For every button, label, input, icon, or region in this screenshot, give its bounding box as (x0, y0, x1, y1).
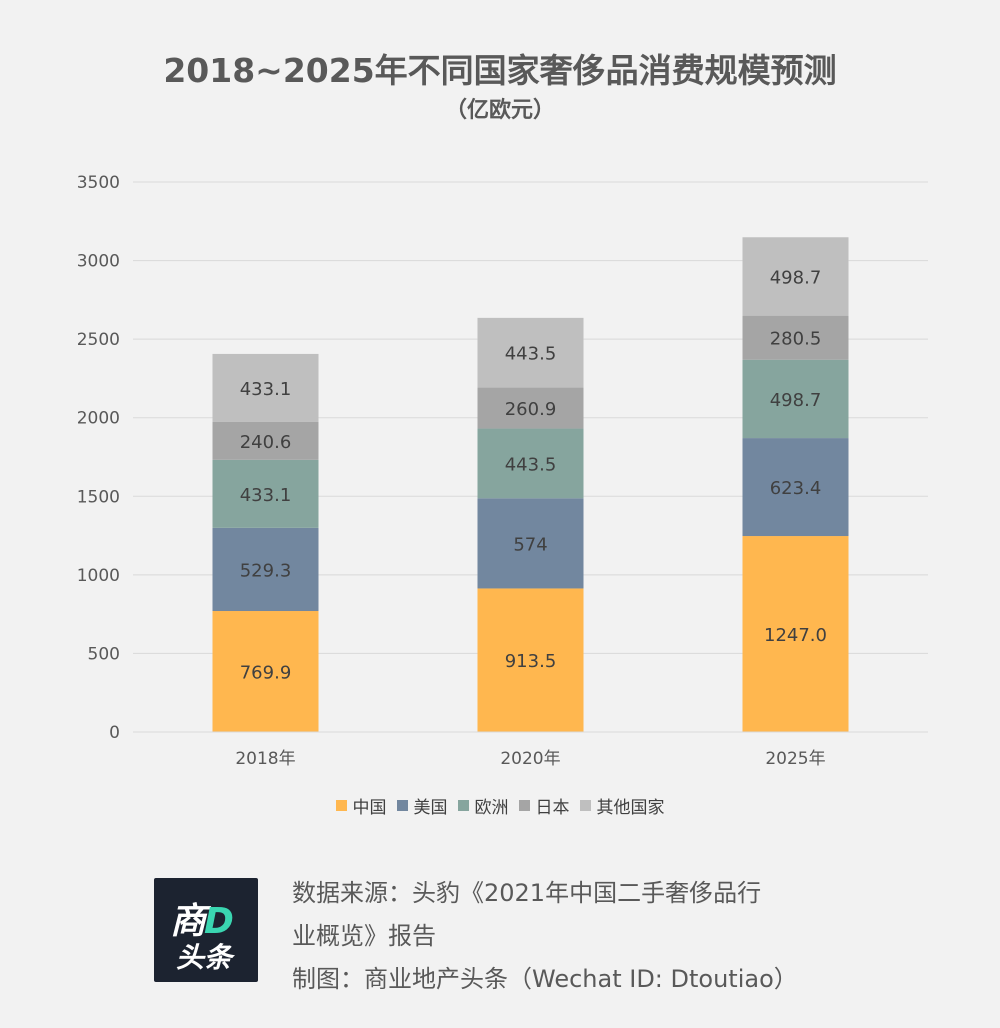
y-tick-label: 2500 (77, 330, 120, 350)
legend-item: 中国 (335, 793, 387, 818)
chart-title: 2018~2025年不同国家奢侈品消费规模预测 (163, 51, 837, 90)
data-label: 240.6 (240, 432, 292, 453)
brand-logo: 商D 头条 (154, 878, 258, 982)
y-axis: 0 500 1000 1500 2000 2500 3000 3500 (77, 173, 120, 743)
bar-segment (212, 611, 319, 732)
bars: 769.9 529.3 433.1 240.6 433.1 913.5 574 443.5 26… (212, 237, 849, 732)
x-tick-label: 2018年 (235, 749, 295, 769)
chart-subtitle: （亿欧元） (444, 98, 555, 123)
data-label: 623.4 (770, 478, 822, 499)
legend-label: 日本 (535, 798, 570, 818)
bar-segment (477, 387, 584, 429)
legend-item: 日本 (518, 793, 570, 818)
data-label: 498.7 (770, 267, 822, 288)
bar-segment (212, 353, 319, 422)
y-tick-label: 1000 (77, 566, 120, 586)
x-tick-label: 2025年 (765, 749, 825, 769)
legend-item: 其他国家 (579, 793, 665, 818)
bar-segment (742, 536, 849, 732)
legend-label: 美国 (413, 798, 448, 818)
bar-segment (742, 359, 849, 439)
stacked-bar-chart: 0 500 1000 1500 2000 2500 3000 3500 769.9 529.3 4… (77, 173, 928, 769)
data-label: 280.5 (770, 329, 822, 350)
legend-label: 欧洲 (474, 798, 509, 818)
data-label: 433.1 (240, 485, 292, 506)
data-label: 433.1 (240, 379, 292, 400)
legend-label: 其他国家 (596, 798, 665, 818)
bar-segment (742, 315, 849, 360)
data-label: 913.5 (505, 651, 557, 672)
legend-swatch (335, 800, 347, 811)
x-tick-label: 2020年 (500, 749, 560, 769)
legend-swatch (518, 800, 530, 811)
data-label: 443.5 (505, 344, 557, 365)
logo-subtext: 头条 (176, 941, 233, 974)
bar-segment (477, 428, 584, 499)
y-tick-label: 3500 (77, 173, 120, 193)
y-tick-label: 2000 (77, 409, 120, 429)
bar-segment (212, 459, 319, 528)
bar-segment (477, 317, 584, 388)
legend: 中国 美国 欧洲 日本 其他国家 (0, 793, 1000, 818)
data-label: 498.7 (770, 390, 822, 411)
y-tick-label: 1500 (77, 487, 120, 507)
bar-segment (212, 421, 319, 460)
data-label: 769.9 (240, 663, 292, 684)
y-tick-label: 0 (109, 723, 120, 743)
data-label: 574 (513, 534, 547, 555)
y-tick-label: 3000 (77, 252, 120, 272)
data-label: 529.3 (240, 560, 292, 581)
legend-swatch (457, 800, 469, 811)
data-label: 443.5 (505, 454, 557, 475)
legend-swatch (579, 800, 591, 811)
legend-item: 美国 (396, 793, 448, 818)
logo-accent: D (204, 901, 234, 942)
data-label: 1247.0 (764, 625, 827, 646)
legend-label: 中国 (352, 798, 387, 818)
source-note: 数据来源：头豹《2021年中国二手奢侈品行 业概览》报告 制图：商业地产头条（W… (292, 872, 852, 1001)
legend-swatch (396, 800, 408, 811)
bar-segment (477, 588, 584, 732)
bar-segment (212, 527, 319, 612)
maker-line: 制图：商业地产头条（Wechat ID: Dtoutiao） (292, 965, 798, 993)
bar-segment (742, 237, 849, 316)
source-line-2: 业概览》报告 (292, 922, 436, 950)
legend-item: 欧洲 (457, 793, 509, 818)
data-label: 260.9 (505, 399, 557, 420)
y-tick-label: 500 (88, 644, 120, 664)
bar-segment (742, 438, 849, 537)
logo-char: 商 (170, 901, 206, 942)
source-line-1: 数据来源：头豹《2021年中国二手奢侈品行 (292, 879, 762, 907)
x-axis: 2018年 2020年 2025年 (133, 731, 928, 769)
bar-segment (477, 498, 584, 589)
